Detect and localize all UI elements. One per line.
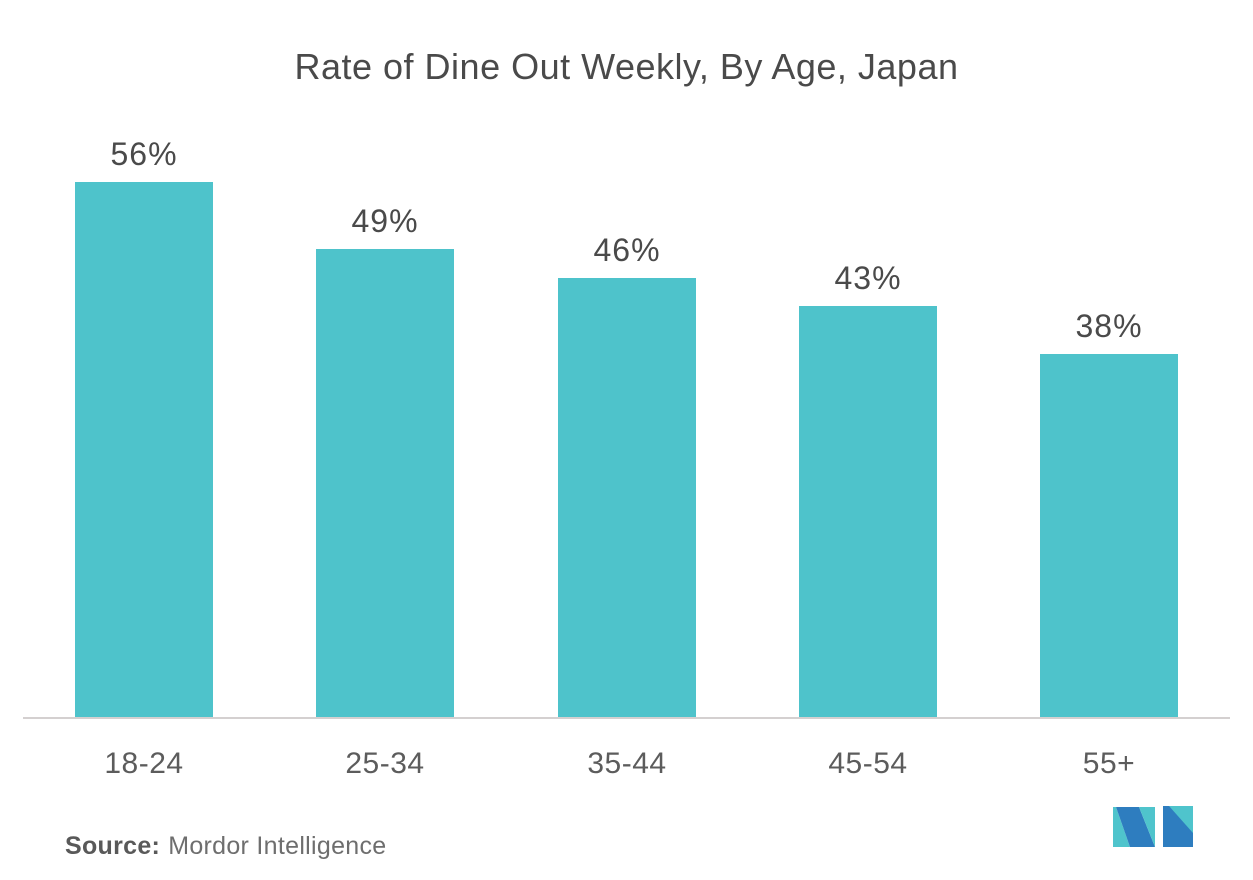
value-label-25-34: 49% — [351, 203, 419, 239]
category-label-45-54: 45-54 — [828, 747, 908, 780]
category-label-18-24: 18-24 — [104, 747, 184, 780]
bar-18-24 — [75, 182, 213, 718]
category-label-25-34: 25-34 — [345, 747, 425, 780]
chart-title: Rate of Dine Out Weekly, By Age, Japan — [294, 46, 959, 87]
category-label-35-44: 35-44 — [587, 747, 667, 780]
bar-55+ — [1040, 354, 1178, 718]
mordor-intelligence-logo — [1113, 806, 1193, 847]
source-name: Mordor Intelligence — [168, 832, 387, 860]
bar-45-54 — [799, 306, 937, 718]
source-label: Source: — [65, 832, 161, 860]
value-label-55+: 38% — [1075, 308, 1143, 344]
bar-25-34 — [316, 249, 454, 718]
value-label-18-24: 56% — [110, 136, 178, 172]
bar-35-44 — [558, 278, 696, 718]
value-label-45-54: 43% — [834, 260, 902, 296]
category-label-55+: 55+ — [1082, 747, 1136, 780]
source-line: Source: Mordor Intelligence — [65, 832, 387, 861]
x-axis-line — [23, 717, 1230, 719]
value-label-35-44: 46% — [593, 232, 661, 268]
